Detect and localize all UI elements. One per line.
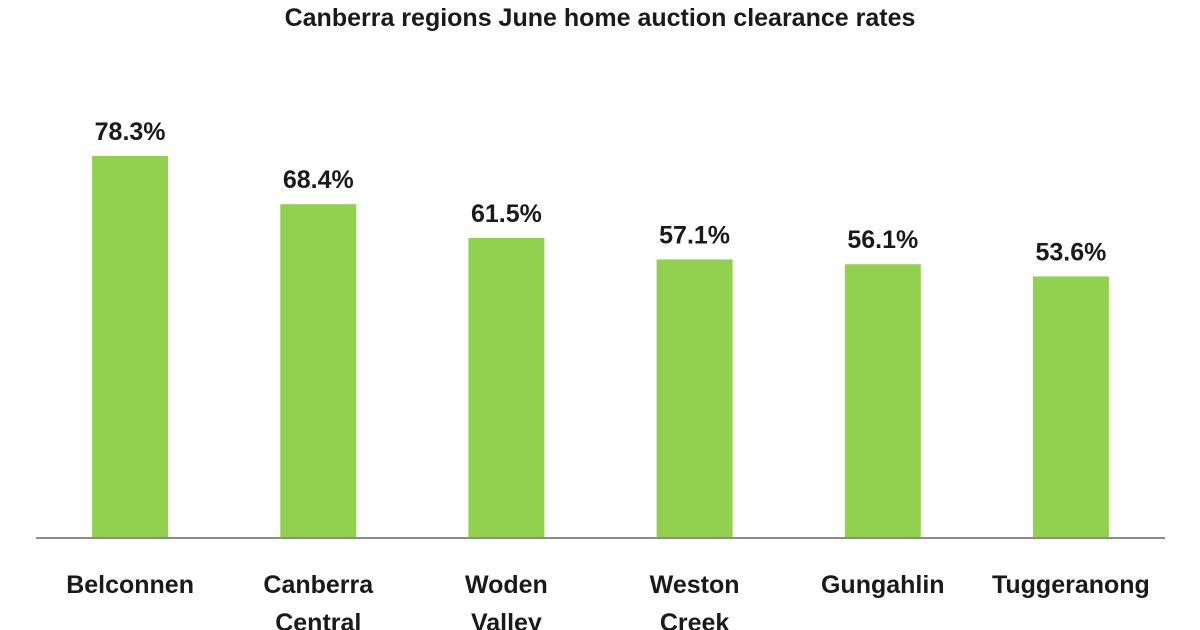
bar-woden-valley	[468, 237, 545, 538]
data-label: 61.5%	[471, 200, 542, 228]
data-label: 68.4%	[283, 166, 354, 194]
x-tick-label: Weston Creek	[650, 571, 740, 630]
bar-gungahlin	[844, 264, 921, 538]
data-label: 53.6%	[1035, 238, 1106, 266]
bar-belconnen	[92, 155, 169, 538]
data-label: 57.1%	[659, 221, 730, 249]
x-tick-label: Belconnen	[66, 571, 194, 599]
x-tick-label: Woden Valley	[465, 571, 548, 630]
bar-canberra-central	[280, 204, 357, 538]
x-tick-label: Tuggeranong	[992, 571, 1150, 599]
bar-weston-creek	[656, 259, 733, 538]
chart-title: Canberra regions June home auction clear…	[284, 4, 916, 32]
data-label: 56.1%	[847, 226, 918, 254]
data-label: 78.3%	[95, 118, 166, 146]
x-tick-label: Gungahlin	[821, 571, 945, 599]
x-tick-label: Canberra Central	[263, 571, 374, 630]
bar-tuggeranong	[1032, 276, 1109, 538]
